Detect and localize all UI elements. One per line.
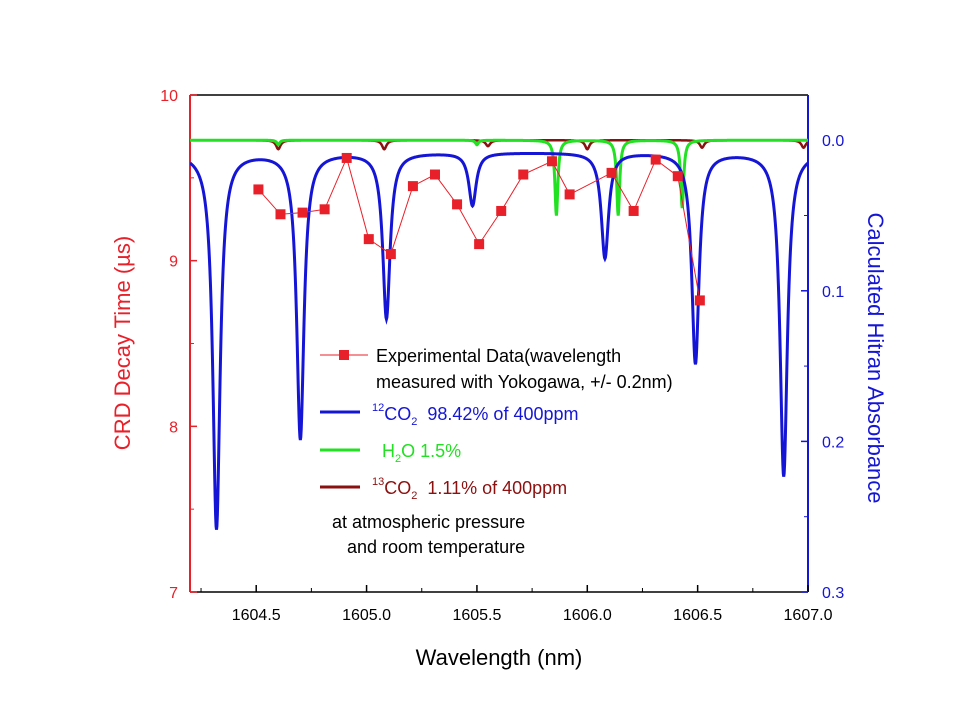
h2o-series-line <box>190 138 808 216</box>
experimental-point <box>650 154 661 165</box>
legend-h2o-pre: H <box>382 441 395 461</box>
experimental-point <box>341 152 352 163</box>
experimental-point <box>253 184 264 195</box>
legend-co2-12-post: 98.42% of 400ppm <box>417 404 578 424</box>
experimental-point <box>385 249 396 260</box>
experimental-point <box>474 239 485 250</box>
experimental-point <box>564 189 575 200</box>
legend-experimental-label-2: measured with Yokogawa, +/- 0.2nm) <box>376 372 673 392</box>
experimental-point <box>319 204 330 215</box>
ticks-layer: 1604.5 1605.0 1605.5 1606.0 1606.5 1607.0 7 8 9 1… <box>160 88 844 624</box>
x-tick-label: 1606.0 <box>563 607 612 624</box>
legend-co2-12-label: 12CO2 98.42% of 400ppm <box>372 402 579 428</box>
x-tick-label: 1605.5 <box>452 607 501 624</box>
legend-co2-13-post: 1.11% of 400ppm <box>417 478 567 498</box>
legend-experimental-label-1: Experimental Data(wavelength <box>376 346 621 366</box>
experimental-point <box>546 156 557 167</box>
x-tick-label: 1607.0 <box>784 607 833 624</box>
experimental-point <box>518 169 529 180</box>
left-tick-label: 7 <box>169 585 178 602</box>
legend-co2-12-sup: 12 <box>372 402 384 414</box>
legend-co2-12-sub: 2 <box>411 416 417 428</box>
right-tick-label: 0.3 <box>822 585 844 602</box>
experimental-line <box>258 156 701 301</box>
legend-co2-13-sub: 2 <box>411 490 417 502</box>
x-tick-label: 1605.0 <box>342 607 391 624</box>
experimental-point <box>672 171 683 182</box>
legend: Experimental Data(wavelength measured wi… <box>320 346 673 557</box>
left-tick-label: 10 <box>160 88 178 105</box>
co2-12-series-line <box>190 151 808 530</box>
legend-h2o-post: O 1.5% <box>401 441 461 461</box>
experimental-series <box>253 152 705 306</box>
experimental-point <box>496 205 507 216</box>
right-tick-label: 0.0 <box>822 133 844 150</box>
x-tick-label: 1606.5 <box>673 607 722 624</box>
legend-note-1: at atmospheric pressure <box>332 512 525 532</box>
experimental-point <box>694 295 705 306</box>
right-axis-title: Calculated Hitran Absorbance <box>863 212 888 503</box>
experimental-point <box>452 199 463 210</box>
legend-h2o-label: H2O 1.5% <box>382 441 461 465</box>
experimental-point <box>628 205 639 216</box>
right-tick-label: 0.1 <box>822 284 844 301</box>
x-axis-title: Wavelength (nm) <box>416 645 583 670</box>
right-tick-label: 0.2 <box>822 434 844 451</box>
legend-note-2: and room temperature <box>347 537 525 557</box>
x-tick-label: 1604.5 <box>232 607 281 624</box>
left-axis-title: CRD Decay Time (µs) <box>110 236 135 450</box>
legend-co2-13-pre: CO <box>384 478 411 498</box>
experimental-point <box>429 169 440 180</box>
legend-co2-12-pre: CO <box>384 404 411 424</box>
legend-experimental-marker <box>339 350 349 360</box>
experimental-point <box>297 207 308 218</box>
experimental-point <box>407 181 418 192</box>
left-tick-label: 9 <box>169 254 178 271</box>
legend-co2-13-label: 13CO2 1.11% of 400ppm <box>372 476 567 502</box>
legend-h2o-sub: 2 <box>395 453 401 465</box>
experimental-point <box>275 209 286 220</box>
left-tick-label: 8 <box>169 419 178 436</box>
experimental-point <box>363 234 374 245</box>
experimental-point <box>606 167 617 178</box>
legend-co2-13-sup: 13 <box>372 476 384 488</box>
